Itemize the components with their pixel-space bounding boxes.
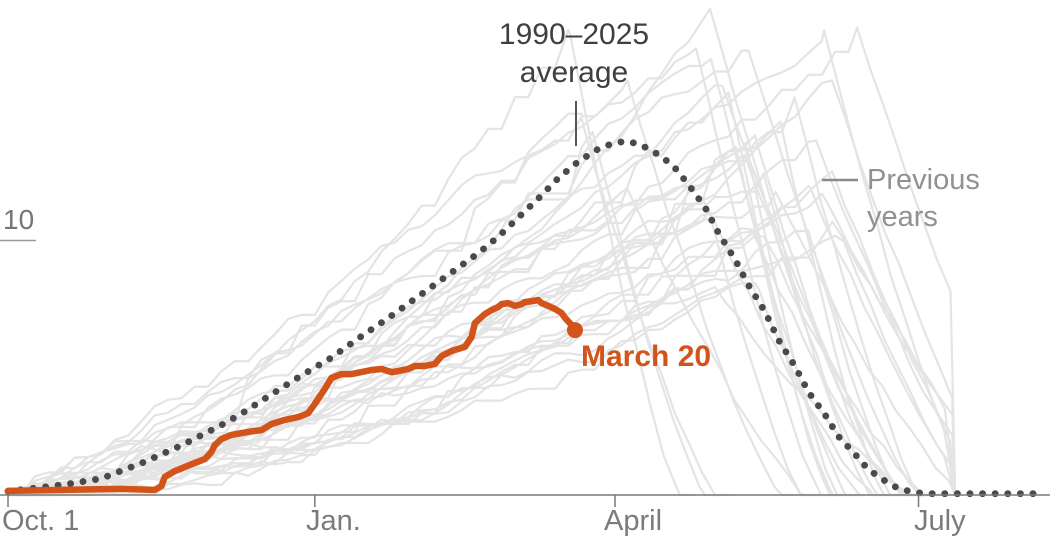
previous-year-line [6, 134, 906, 497]
previous-year-line [6, 79, 807, 497]
x-tick-label-april: April [604, 505, 663, 537]
previous-year-line [6, 84, 911, 497]
average-line [4, 137, 1046, 498]
previous-years-label-line1: Previous [867, 164, 980, 196]
average-line-path [4, 137, 1046, 498]
average-annotation-line1: 1990–2025 [498, 18, 650, 51]
previous-year-line [6, 49, 926, 497]
x-tick-label-july: July [914, 505, 966, 537]
current-season-end-dot [566, 322, 583, 339]
previous-year-line [6, 139, 957, 497]
average-annotation-line2: average [519, 56, 629, 89]
previous-years-lines [6, 7, 957, 497]
current-season-line [4, 296, 583, 495]
previous-years-label-line2: years [867, 201, 938, 233]
x-axis [0, 239, 1050, 507]
y-axis-tick-label: 10 [3, 204, 35, 235]
x-tick-label-oct1: Oct. 1 [2, 505, 80, 537]
previous-year-line [6, 47, 826, 497]
current-season-path [4, 296, 579, 495]
previous-year-line [6, 96, 922, 497]
previous-years-label: Previous years [867, 162, 980, 236]
previous-year-line [6, 282, 866, 497]
current-date-annotation: March 20 [581, 340, 712, 373]
x-tick-label-jan: Jan. [306, 505, 361, 537]
previous-year-line [6, 227, 933, 497]
previous-year-line [6, 26, 957, 497]
average-annotation: 1990–2025 average [444, 16, 704, 92]
previous-year-line [6, 57, 865, 497]
